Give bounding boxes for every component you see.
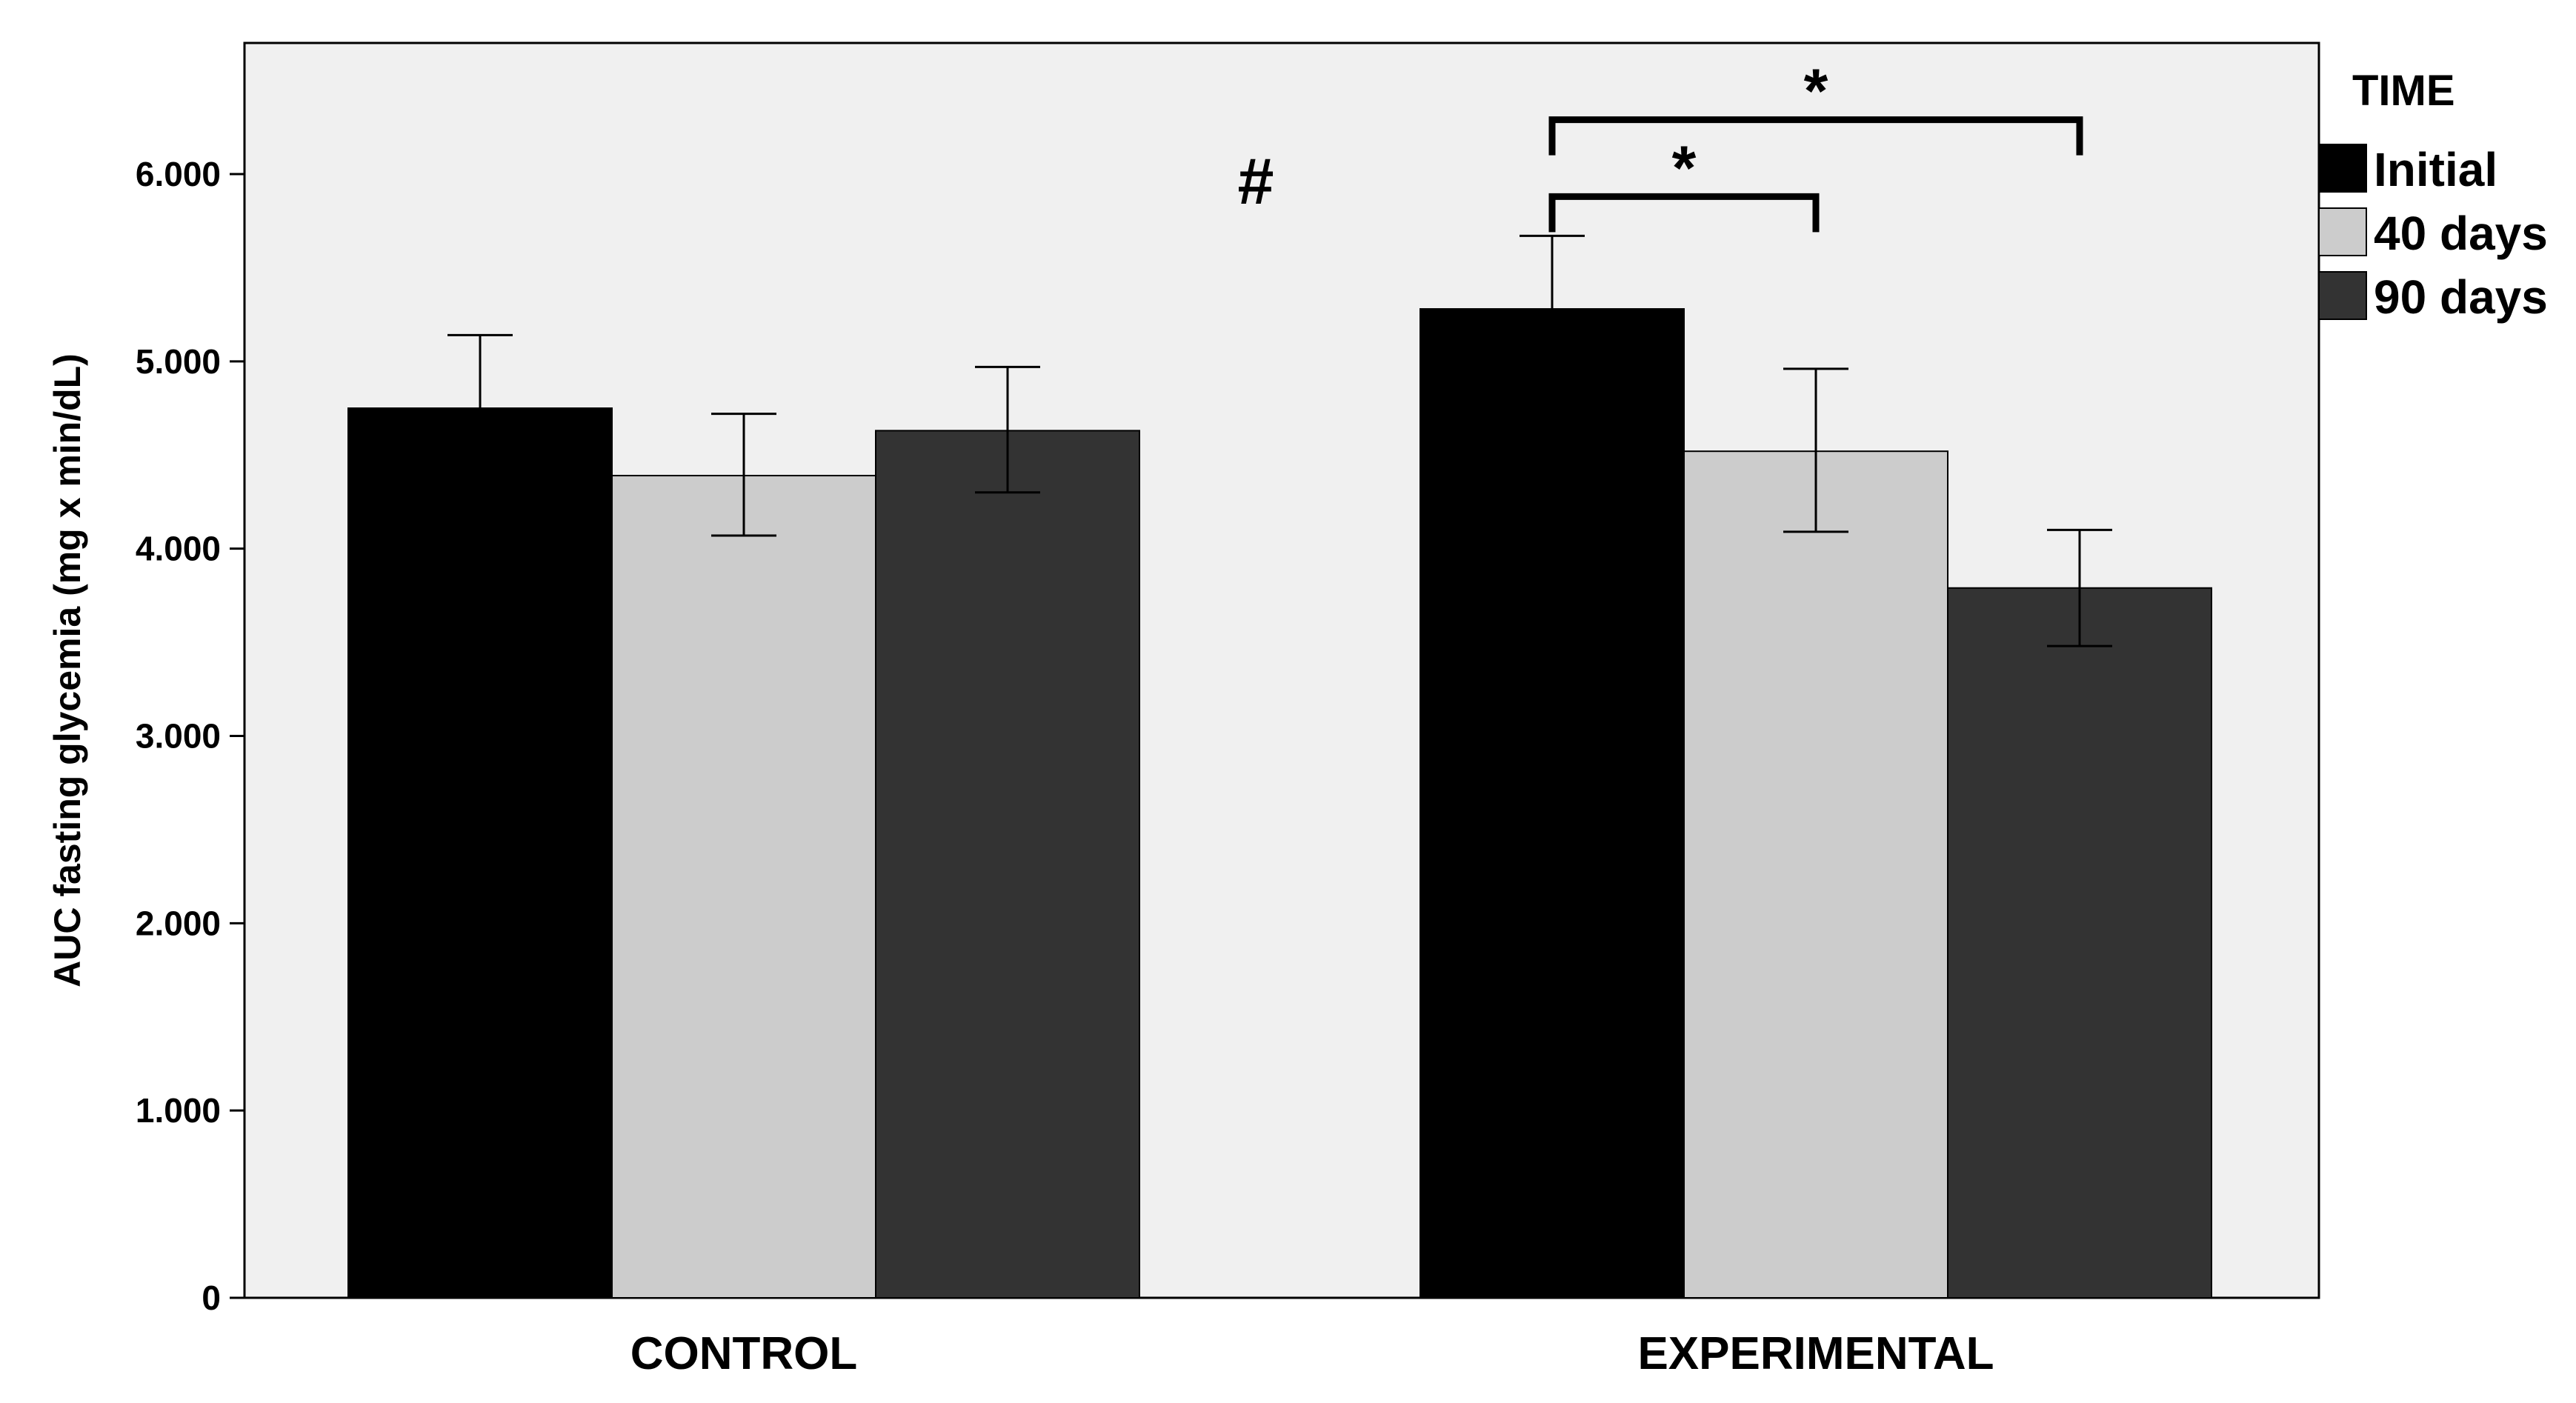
bar-90-days-experimental (1947, 587, 2212, 1299)
y-tick-label: 6.000 (136, 155, 221, 193)
legend-item-90-days: 90 days (2318, 270, 2548, 324)
y-tick-label: 3.000 (136, 716, 221, 755)
legend-swatch (2318, 207, 2367, 256)
significance-bracket: * (1548, 56, 2083, 156)
asterisk-significance-marker: * (1804, 56, 1828, 126)
hash-significance-marker: # (1238, 144, 1274, 218)
significance-annotations: # * * (1238, 56, 2083, 233)
error-bar (1783, 367, 1848, 533)
legend-swatch (2318, 144, 2367, 193)
legend-label: Initial (2374, 143, 2497, 196)
bar-initial-experimental (1420, 308, 1685, 1299)
significance-bracket: * (1548, 133, 1820, 233)
error-bar (975, 365, 1040, 494)
x-category-label: CONTROL (630, 1328, 858, 1379)
legend-item-40-days: 40 days (2318, 207, 2548, 260)
asterisk-significance-marker: * (1672, 133, 1697, 202)
bar-40-days-experimental (1683, 450, 1948, 1299)
error-bar (711, 413, 776, 537)
y-axis-ticks: 0 1.000 2.000 3.000 4.000 5.000 6.000 (136, 155, 244, 1317)
error-bar (447, 333, 513, 476)
legend-swatch (2318, 271, 2367, 320)
x-category-label: EXPERIMENTAL (1637, 1328, 1994, 1379)
bar-initial-control (347, 407, 613, 1299)
legend-item-initial: Initial (2318, 143, 2497, 196)
x-axis-category-labels: CONTROL EXPERIMENTAL (630, 1328, 1994, 1379)
y-tick-label: 5.000 (136, 342, 221, 381)
bars (347, 308, 2212, 1299)
bar-40-days-control (611, 475, 876, 1299)
bar-90-days-control (875, 430, 1140, 1299)
y-tick-label: 4.000 (136, 530, 221, 568)
error-bar (2047, 528, 2112, 647)
legend-label: 90 days (2374, 270, 2548, 324)
error-bar (1520, 234, 1585, 384)
y-tick-label: 1.000 (136, 1091, 221, 1130)
y-tick-label: 0 (202, 1279, 221, 1317)
legend: TIME Initial 40 days 90 days (2318, 67, 2548, 324)
y-axis-title: AUC fasting glycemia (mg x min/dL) (47, 353, 88, 987)
legend-label: 40 days (2374, 207, 2548, 260)
legend-title: TIME (2352, 67, 2455, 115)
y-tick-label: 2.000 (136, 904, 221, 942)
error-bars (447, 234, 2112, 647)
